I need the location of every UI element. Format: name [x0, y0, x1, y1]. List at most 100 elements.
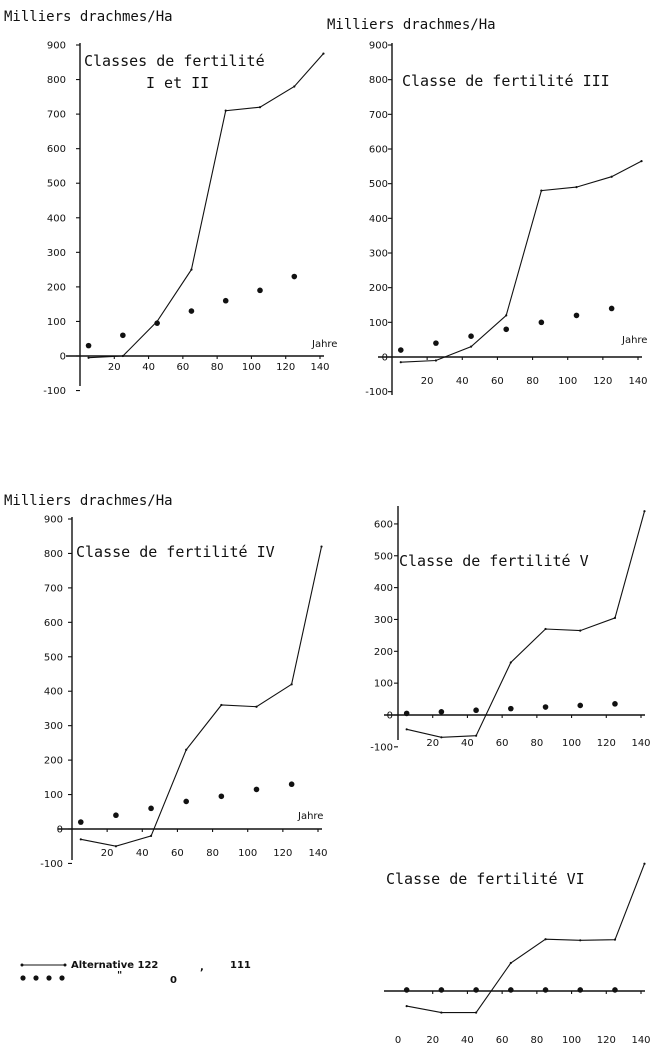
y-tick-label: 100 — [374, 679, 393, 690]
dot-series-point — [503, 326, 510, 333]
y-tick-label: 600 — [44, 618, 63, 629]
dot-series-point — [291, 273, 298, 280]
dot-series-point — [113, 812, 119, 819]
series-line-alternative — [406, 863, 646, 1014]
y-tick-label: 400 — [369, 214, 388, 225]
y-tick-label: 100 — [44, 790, 63, 801]
y-tick-label: 900 — [47, 41, 66, 52]
x-tick-label: 140 — [308, 848, 327, 859]
series-line-alternative — [80, 546, 323, 847]
y-tick-label: 300 — [44, 721, 63, 732]
y-tick-label: 400 — [374, 583, 393, 594]
y-tick-label: 400 — [47, 213, 66, 224]
y-tick-label: 800 — [47, 75, 66, 86]
y-tick-label: -100 — [370, 742, 393, 753]
y-tick-label: -100 — [40, 859, 63, 870]
dot-series-point — [573, 312, 580, 319]
chart-panel-fertility-4: Milliers drachmes/Ha Classe de fertilité… — [4, 493, 328, 870]
x-tick-label: 40 — [456, 376, 469, 387]
dot-series-point — [473, 987, 479, 993]
x-tick-label: 60 — [171, 848, 184, 859]
x-tick-label: 80 — [530, 738, 543, 749]
y-tick-label: 500 — [374, 551, 393, 562]
y-tick-label: 100 — [369, 318, 388, 329]
x-tick-label: 40 — [142, 362, 155, 373]
line-vertex-point — [505, 314, 508, 317]
y-tick-label: 300 — [369, 249, 388, 260]
x-tick-label: 120 — [597, 738, 616, 749]
dot-series-point — [577, 987, 584, 993]
y-tick-label: -100 — [365, 387, 388, 398]
y-tick-label: 200 — [47, 282, 66, 293]
line-vertex-point — [469, 345, 473, 348]
line-vertex-point — [440, 736, 443, 739]
line-vertex-point — [87, 356, 90, 359]
line-vertex-point — [121, 354, 124, 358]
line-vertex-point — [258, 106, 262, 109]
x-tick-label: 100 — [562, 738, 581, 749]
dot-series-point — [508, 705, 514, 712]
dot-series-point — [468, 333, 474, 340]
x-tick-label: 80 — [530, 1035, 543, 1046]
line-vertex-point — [509, 961, 512, 965]
y-tick-label: 400 — [44, 687, 63, 698]
x-tick-label: 140 — [628, 376, 647, 387]
dot-series-point — [257, 287, 263, 294]
x-tick-label: 140 — [631, 1035, 650, 1046]
y-axis-label: Milliers drachmes/Ha — [4, 493, 173, 509]
line-vertex-point — [475, 734, 478, 737]
y-tick-label: 0 — [60, 352, 66, 363]
x-tick-label: 100 — [562, 1035, 581, 1046]
dot-series-point — [253, 786, 260, 793]
chart-title-line-1: Classe de fertilité IV — [76, 543, 275, 561]
x-axis-label: Jahre — [621, 335, 647, 346]
x-tick-label: 20 — [101, 848, 114, 859]
line-vertex-point — [640, 160, 643, 163]
x-tick-label: 120 — [593, 376, 612, 387]
line-vertex-point — [322, 52, 325, 55]
y-tick-label: 0 — [57, 825, 63, 836]
legend-dot-swatch-3 — [46, 975, 52, 981]
line-vertex-point — [399, 361, 402, 364]
y-axis-label: Milliers drachmes/Ha — [327, 17, 496, 33]
line-vertex-point — [190, 268, 193, 271]
x-axis-label: Jahre — [297, 811, 323, 822]
line-vertex-point — [114, 845, 118, 848]
x-tick-label: 40 — [136, 848, 149, 859]
y-tick-label: 800 — [44, 549, 63, 560]
legend-dot-swatch-1 — [20, 975, 26, 981]
x-tick-label: 80 — [206, 848, 219, 859]
series-line-alternative — [88, 53, 324, 359]
line-vertex-point — [149, 834, 153, 837]
line-vertex-point — [544, 938, 547, 941]
legend-line-separator: , — [200, 962, 204, 973]
x-tick-label: 100 — [238, 848, 257, 859]
dot-series-point — [288, 781, 295, 788]
dot-series-point — [542, 704, 549, 710]
dot-series-point — [77, 819, 84, 825]
dot-series-point — [148, 805, 154, 812]
chart-title-line-2: I et II — [146, 74, 209, 92]
line-vertex-point — [255, 705, 258, 708]
dot-series-point — [438, 709, 445, 715]
dot-series-point — [154, 320, 160, 326]
x-tick-label: 120 — [273, 848, 292, 859]
line-vertex-point — [610, 175, 613, 178]
x-tick-label: 120 — [597, 1035, 616, 1046]
x-tick-label: 60 — [496, 738, 509, 749]
dot-series-point — [397, 347, 404, 353]
legend-line-marker-right — [63, 963, 67, 967]
y-tick-label: 700 — [47, 110, 66, 121]
x-tick-label: 120 — [276, 362, 295, 373]
chart-title-line-1: Classe de fertilité III — [402, 72, 610, 90]
x-tick-label: 60 — [176, 362, 189, 373]
line-vertex-point — [405, 728, 408, 731]
x-tick-label: 60 — [496, 1035, 509, 1046]
y-tick-label: 300 — [374, 615, 393, 626]
dot-series-point — [403, 710, 410, 717]
line-vertex-point — [405, 1005, 408, 1008]
chart-panel-fertility-6: Classe de fertilité VI 0 20 40 60 80 100 120 14… — [384, 862, 651, 1046]
dot-series-point — [542, 987, 549, 993]
y-tick-label: 700 — [44, 583, 63, 594]
line-vertex-point — [79, 838, 82, 841]
